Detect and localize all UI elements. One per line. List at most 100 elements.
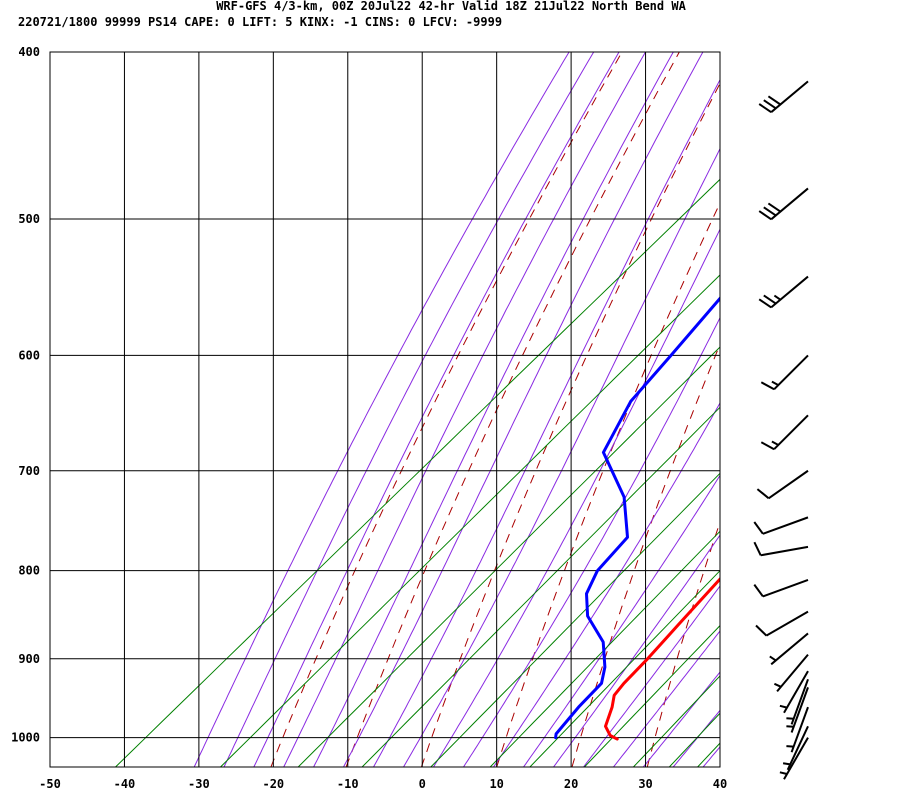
temperature-line (604, 576, 720, 741)
wind-barb (779, 670, 809, 714)
y-tick-label: 600 (18, 348, 40, 362)
y-tick-label: 700 (18, 464, 40, 478)
barb-staff (786, 725, 809, 771)
barb-staff (770, 80, 809, 113)
wind-barb (786, 678, 809, 725)
barb-flag (767, 95, 781, 106)
chart-title: WRF-GFS 4/3-km, 00Z 20Jul22 42-hr Valid … (216, 0, 686, 13)
moist-adiabat (223, 52, 595, 767)
barb-flag (763, 99, 777, 110)
barb-staff (770, 632, 809, 666)
wind-barb (758, 187, 809, 221)
dry-adiabat (873, 52, 900, 767)
wind-barb (769, 632, 809, 666)
barb-half-flag (773, 294, 781, 301)
barb-staff (773, 354, 809, 391)
x-tick-label: -50 (39, 777, 61, 791)
dry-adiabat (345, 52, 680, 767)
moist-adiabat (552, 534, 720, 767)
moist-adiabat (313, 52, 674, 767)
wind-barb (756, 469, 809, 500)
moist-adiabat (193, 52, 570, 767)
wind-barb (760, 414, 809, 451)
barb-staff (773, 414, 809, 450)
moist-adiabat (522, 474, 720, 767)
barb-half-flag (779, 771, 788, 775)
moist-adiabat (672, 709, 720, 767)
barb-staff (790, 687, 809, 733)
barb-half-flag (786, 717, 794, 720)
wind-barb (753, 516, 809, 535)
x-tick-label: -10 (337, 777, 359, 791)
barb-flag (760, 381, 775, 391)
barb-half-flag (771, 440, 779, 446)
barb-staff (762, 579, 809, 598)
barb-flag (756, 488, 770, 500)
dry-adiabat (496, 201, 720, 767)
moist-adiabat (642, 671, 720, 767)
mixing-ratio-line (584, 624, 720, 767)
barb-staff (790, 678, 809, 725)
barb-staff (765, 610, 809, 637)
barb-staff (762, 516, 809, 535)
x-tick-label: 10 (489, 777, 503, 791)
barb-flag (758, 298, 772, 309)
barb-staff (790, 706, 809, 753)
dry-adiabat (571, 342, 720, 767)
dry-adiabat (723, 52, 900, 767)
x-tick-label: 20 (564, 777, 578, 791)
dry-adiabat (646, 520, 720, 767)
barb-flag (753, 541, 762, 556)
mixing-ratio-line (361, 406, 720, 767)
wind-barb (779, 737, 809, 780)
barb-half-flag (786, 725, 794, 728)
x-tick-label: -40 (114, 777, 136, 791)
adiabat-lines (115, 52, 900, 767)
moist-adiabat (612, 630, 720, 767)
dry-adiabat (270, 52, 623, 767)
barb-flag (758, 210, 772, 221)
mixing-ratio-line (489, 530, 720, 767)
dewpoint-line (554, 296, 720, 740)
wind-barb (773, 653, 809, 693)
x-tick-label: 0 (419, 777, 426, 791)
wind-barb (755, 610, 809, 637)
dry-adiabat (420, 82, 720, 767)
barb-staff (783, 737, 809, 780)
moist-adiabat (432, 228, 720, 767)
x-tick-label: -20 (262, 777, 284, 791)
barb-half-flag (779, 704, 788, 709)
mixing-ratio-line (430, 472, 720, 767)
moist-adiabat (372, 78, 720, 767)
barb-half-flag (786, 745, 794, 748)
barb-staff (770, 275, 809, 309)
moist-adiabat (402, 147, 720, 767)
plot-frame (49, 51, 721, 768)
wind-barb (753, 541, 809, 557)
wind-barb (782, 725, 809, 771)
x-tick-label: 30 (638, 777, 652, 791)
x-tick-label: -30 (188, 777, 210, 791)
moist-adiabat (283, 52, 647, 767)
plot-grid (49, 51, 721, 767)
barb-staff (776, 653, 809, 693)
y-tick-label: 1000 (11, 731, 40, 745)
y-tick-label: 800 (18, 564, 40, 578)
profile-lines (554, 296, 720, 741)
mixing-ratio-line (529, 569, 720, 767)
moist-adiabat (253, 52, 620, 767)
mixing-ratio-line (297, 346, 720, 767)
barb-flag (763, 206, 777, 217)
axis-ticks: -50 -40 -30 -20 -10 0 10 20 30 40 400 500 600 700 800 9… (11, 45, 727, 791)
wind-barb (758, 275, 809, 309)
wind-barb (753, 579, 809, 598)
mixing-ratio-line (697, 742, 720, 767)
mixing-ratio-line (220, 274, 720, 767)
barb-flag (767, 202, 781, 213)
x-tick-label: 40 (713, 777, 727, 791)
wind-barb (760, 354, 809, 391)
barb-staff (783, 670, 809, 714)
moist-adiabat (582, 585, 720, 767)
moist-adiabat (492, 401, 720, 767)
